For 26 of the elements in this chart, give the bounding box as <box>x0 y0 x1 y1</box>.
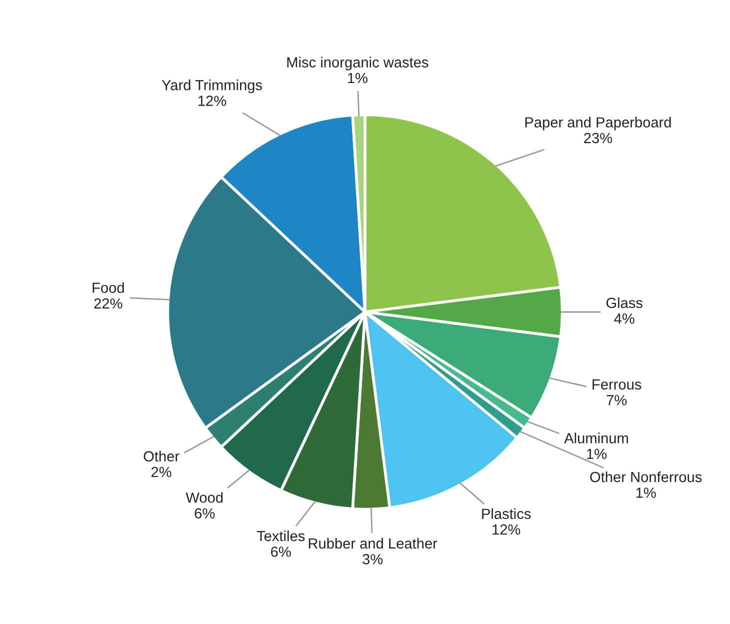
slice-label: Misc inorganic wastes <box>287 56 428 70</box>
slice-label: Other Nonferrous <box>590 471 702 482</box>
data-label: 2% <box>151 466 172 478</box>
data-label: 12% <box>492 524 520 535</box>
data-label: 1% <box>636 488 656 498</box>
slice-label: Other <box>144 450 180 462</box>
data-label: 1% <box>348 72 368 84</box>
data-label: 3% <box>362 554 383 564</box>
slice-label: Plastics <box>482 508 531 519</box>
data-label: 4% <box>614 314 634 324</box>
slice-label: Rubber and Leather <box>308 538 438 549</box>
slice-label: Glass <box>606 297 642 308</box>
data-label: 6% <box>194 508 215 518</box>
data-label: 7% <box>606 395 627 406</box>
data-label: 1% <box>587 448 607 460</box>
slice-label: Food <box>92 282 124 293</box>
data-label: 23% <box>584 132 612 144</box>
slice-label: Paper and Paperboard <box>525 116 671 130</box>
slice-label: Yard Trimmings <box>162 80 262 94</box>
slice-label: Wood <box>186 492 223 503</box>
data-label: 6% <box>271 546 291 557</box>
slice-label: Ferrous <box>592 379 642 390</box>
data-label: 22% <box>94 298 122 309</box>
slice-label: Aluminum <box>564 432 628 444</box>
slice-label: Textiles <box>256 530 305 542</box>
data-label: 12% <box>198 96 226 106</box>
